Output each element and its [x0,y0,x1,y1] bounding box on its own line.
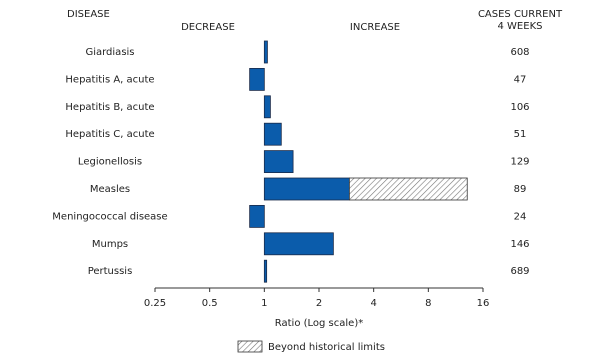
y-tick-label: Meningococcal disease [52,211,167,222]
bar [263,122,282,146]
x-axis-label: Ratio (Log scale)* [275,318,363,329]
legend-swatch [237,340,263,353]
cases-value: 689 [510,266,529,277]
cases-value: 24 [514,211,527,222]
x-tick-label: 2 [316,298,322,309]
x-tick-label: 4 [370,298,376,309]
legend-label: Beyond historical limits [268,342,385,353]
bar [263,259,268,283]
cases-value: 51 [514,129,527,140]
y-tick-label: Pertussis [88,266,133,277]
cases-value: 106 [510,102,529,113]
y-tick-label: Mumps [92,239,128,250]
x-tick-label: 8 [425,298,431,309]
bar [263,150,294,174]
bar [249,204,265,228]
y-tick-label: Legionellosis [78,157,142,168]
x-tick-label: 0.25 [144,298,166,309]
header-cases: 4 WEEKS [498,21,543,32]
bar [249,68,265,91]
cases-value: 89 [514,184,527,195]
cases-value: 146 [510,239,529,250]
header-decrease: DECREASE [181,22,235,33]
y-tick-label: Hepatitis C, acute [65,129,154,140]
y-tick-label: Measles [90,184,130,195]
cases-value: 608 [510,47,529,58]
bar [263,177,350,201]
bar [263,95,271,119]
x-tick-label: 16 [477,298,490,309]
header-disease: DISEASE [67,9,110,20]
y-tick-label: Giardiasis [85,47,134,58]
y-tick-label: Hepatitis B, acute [65,102,154,113]
y-tick-label: Hepatitis A, acute [65,74,154,85]
header-cases: CASES CURRENT [478,9,563,20]
header-increase: INCREASE [350,22,400,33]
x-tick-label: 1 [261,298,267,309]
bar [263,232,334,256]
cases-value: 47 [514,74,527,85]
bar-beyond-limits [348,177,468,201]
cases-value: 129 [510,157,529,168]
bar [263,40,268,64]
x-tick-label: 0.5 [202,298,218,309]
